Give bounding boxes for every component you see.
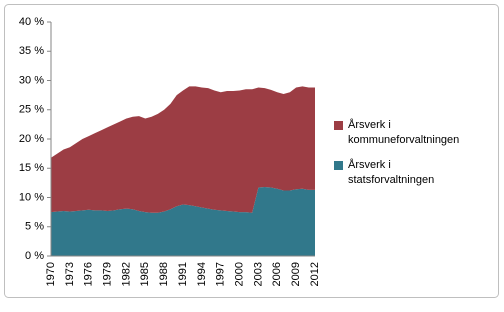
- area: [51, 86, 315, 213]
- x-tick-label: 1991: [177, 262, 189, 286]
- y-tick-label: 0 %: [25, 250, 44, 262]
- y-tick-label: 20 %: [19, 133, 44, 145]
- legend-item: Årsverk i statsforvaltningen: [334, 158, 464, 188]
- y-tick-label: 35 %: [19, 45, 44, 57]
- x-tick-label: 1973: [64, 262, 76, 286]
- x-tick-label: 2000: [233, 262, 245, 286]
- y-tick-label: 5 %: [25, 221, 44, 233]
- x-tick-label: 1985: [139, 262, 151, 286]
- y-tick-label: 40 %: [19, 16, 44, 28]
- x-tick-label: 1976: [83, 262, 95, 286]
- legend-swatch: [334, 121, 343, 130]
- x-tick-label: 1994: [196, 262, 208, 286]
- legend-label: Årsverk i statsforvaltningen: [348, 159, 435, 186]
- x-tick-label: 1979: [101, 262, 113, 286]
- y-tick-label: 10 %: [19, 191, 44, 203]
- y-tick-label: 25 %: [19, 104, 44, 116]
- y-tick-label: 30 %: [19, 74, 44, 86]
- legend-swatch: [334, 161, 343, 170]
- x-tick-label: 2009: [290, 262, 302, 286]
- x-tick-label: 1988: [158, 262, 170, 286]
- legend-label: Årsverk i kommuneforvaltningen: [348, 119, 460, 146]
- x-tick-label: 1970: [45, 262, 57, 286]
- x-tick-label: 2006: [271, 262, 283, 286]
- y-tick-label: 15 %: [19, 162, 44, 174]
- x-tick-label: 1982: [120, 262, 132, 286]
- x-tick-label: 1997: [215, 262, 227, 286]
- legend-item: Årsverk i kommuneforvaltningen: [334, 118, 464, 148]
- x-tick-label: 2012: [309, 262, 321, 286]
- chart-border: [4, 4, 499, 298]
- area: [51, 186, 315, 256]
- x-tick-label: 2003: [252, 262, 264, 286]
